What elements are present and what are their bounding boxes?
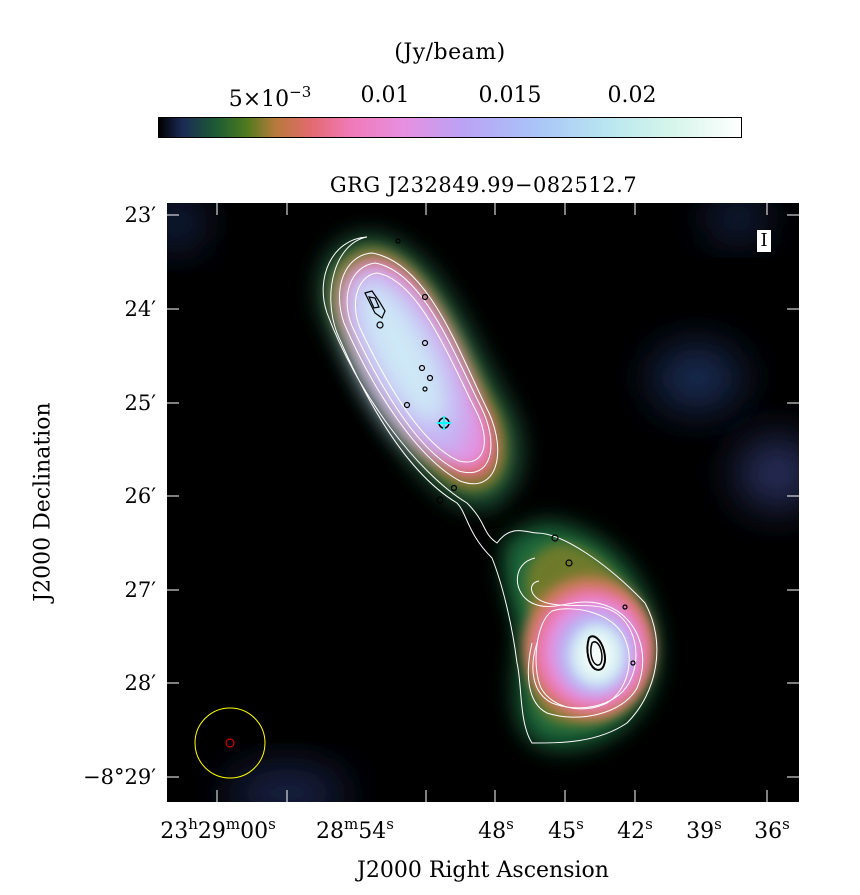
knot-contour	[565, 559, 573, 567]
faint-emission-blob	[707, 203, 767, 238]
contour-south-4	[535, 608, 630, 710]
faint-emission-blob	[737, 438, 799, 508]
beam-inner-circle	[225, 738, 235, 748]
plot-title: GRG J232849.99−082512.7	[329, 173, 638, 197]
faint-emission-blob	[167, 203, 202, 248]
knot-contour	[364, 290, 386, 319]
white-contours	[322, 236, 658, 744]
knot-contour	[421, 339, 429, 347]
knot-contour	[551, 534, 559, 542]
y-axis-title: J2000 Declination	[30, 402, 56, 602]
knot-contour	[622, 604, 628, 610]
knot-contour	[367, 296, 380, 309]
colorbar-unit-label: (Jy/beam)	[394, 40, 506, 65]
contour-south-2	[516, 557, 644, 718]
x-tick-label: 39s	[686, 815, 722, 844]
y-tick-label: 28′	[124, 671, 157, 695]
knot-contour	[376, 321, 384, 329]
knot-contour	[421, 293, 429, 301]
colorbar-tick-3: 0.015	[478, 83, 542, 108]
faint-emission-blob	[227, 768, 347, 802]
knot-contour	[426, 374, 434, 382]
x-tick-label: 48s	[478, 815, 514, 844]
x-tick-label: 36s	[754, 815, 790, 844]
radio-image-panel: I	[167, 203, 799, 802]
colorbar-tick-4: 0.02	[607, 83, 657, 108]
knot-contour	[630, 660, 636, 666]
x-tick-label: 42s	[617, 815, 653, 844]
colorbar-tick-2: 0.01	[360, 83, 410, 108]
contour-level-3	[346, 262, 492, 474]
y-tick-label: 27′	[124, 578, 157, 602]
y-tick-label: 25′	[124, 391, 157, 415]
core-contour	[590, 641, 603, 666]
knot-contour	[422, 386, 428, 392]
y-tick-label: 26′	[124, 484, 157, 508]
contour-outer	[322, 236, 658, 744]
axis-ticks	[167, 203, 799, 802]
contour-level-2	[339, 252, 499, 485]
x-axis-title: J2000 Right Ascension	[357, 858, 609, 883]
colorbar	[158, 117, 742, 138]
core-contour	[586, 635, 606, 671]
y-tick-label: 24′	[124, 297, 157, 321]
knot-contour	[450, 484, 458, 492]
y-tick-label: 23′	[124, 203, 157, 227]
knot-contour	[403, 401, 411, 409]
black-contours	[364, 238, 636, 671]
north-lobe	[319, 234, 521, 507]
knot-contour	[395, 238, 401, 244]
faint-emission-blob	[652, 346, 742, 410]
x-tick-label: 23h29m00s	[160, 815, 276, 844]
x-tick-label: 45s	[548, 815, 584, 844]
colorbar-tick-1: 5×10−3	[228, 83, 312, 112]
radio-source-map	[167, 203, 799, 802]
stokes-label: I	[757, 230, 771, 252]
beam-outer-circle	[194, 707, 266, 779]
contour-south-3	[531, 580, 637, 709]
knot-contour	[436, 496, 444, 504]
y-tick-label: −8°29′	[83, 765, 156, 789]
contour-level-4	[355, 272, 485, 463]
knot-contour	[418, 364, 426, 372]
x-tick-label: 28m54s	[316, 815, 394, 844]
host-marker	[437, 416, 451, 430]
